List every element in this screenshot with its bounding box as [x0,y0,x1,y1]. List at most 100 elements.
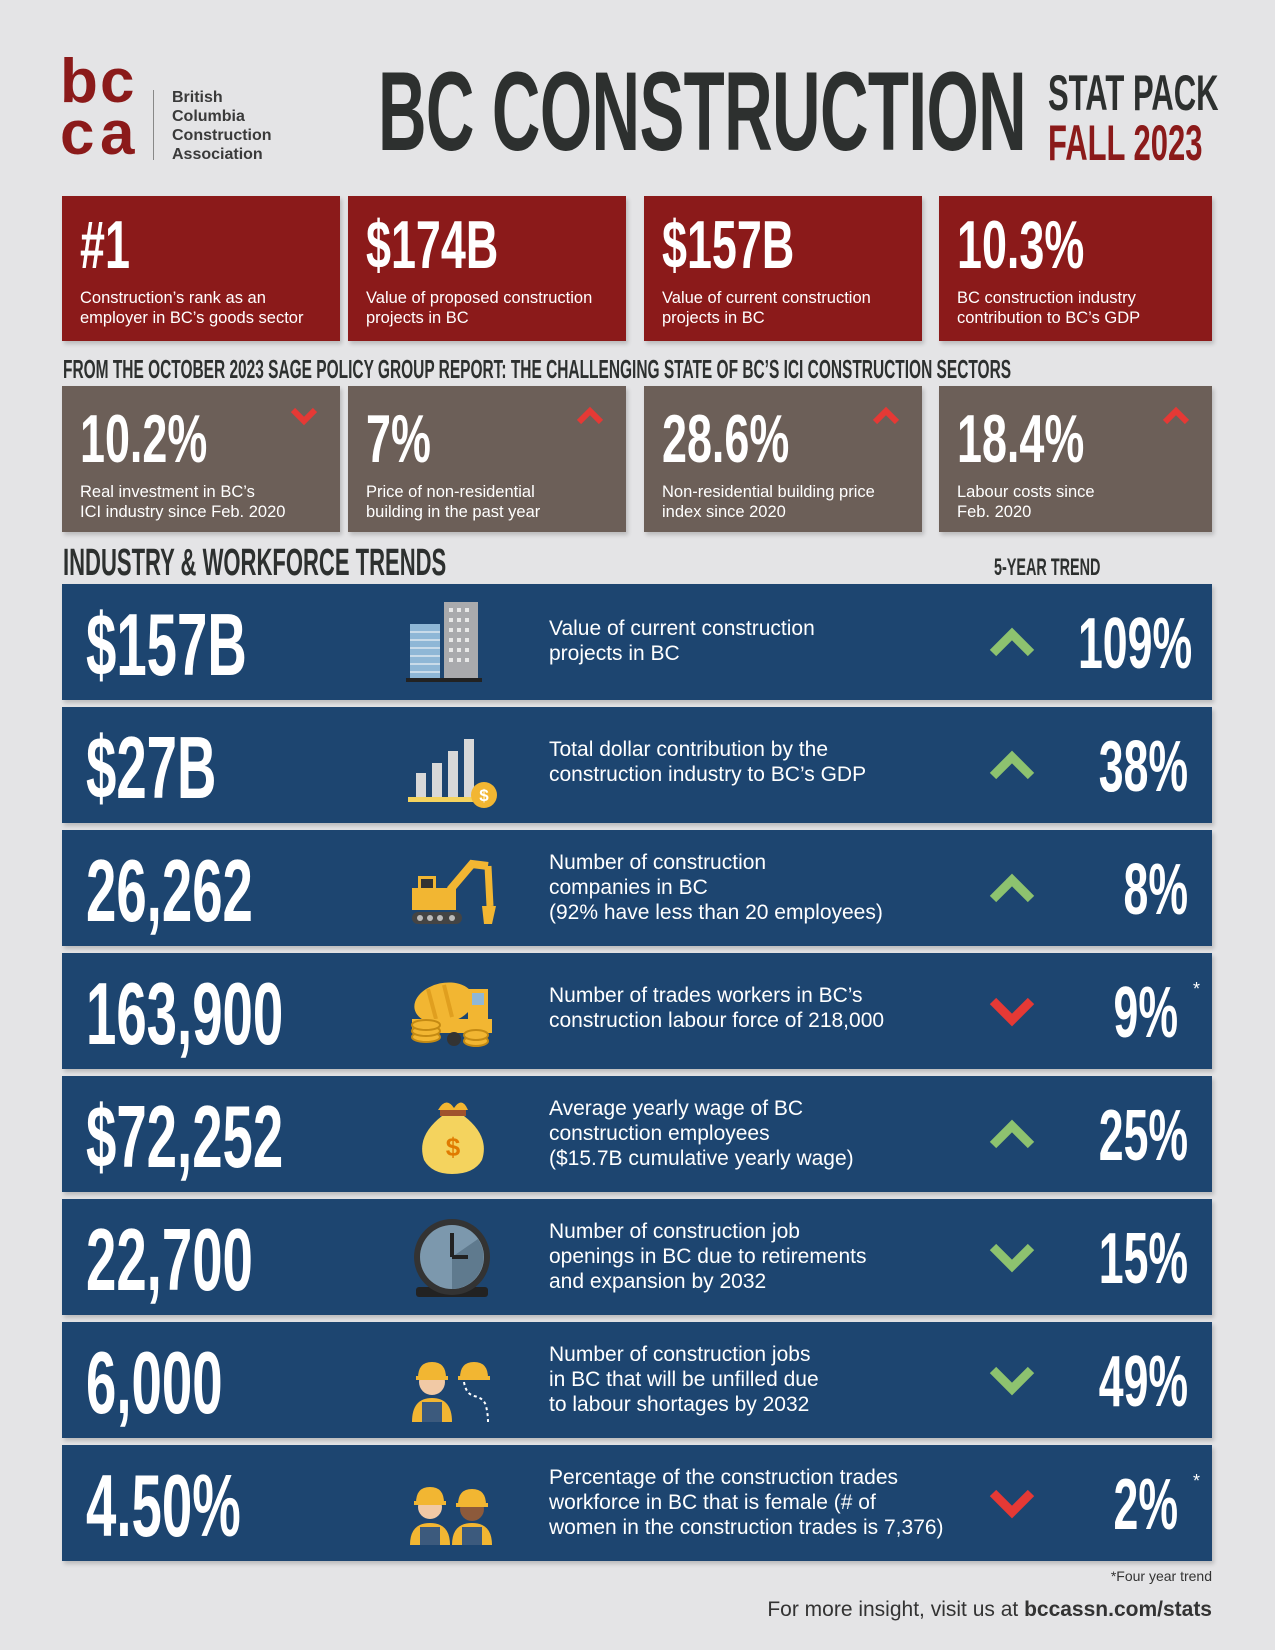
sage-desc: Labour costs since Feb. 2020 [957,482,1207,522]
sage-value: 28.6% [662,401,790,477]
clock-icon [414,1219,490,1297]
sage-desc-line: Price of non-residential [366,483,535,501]
trend-percent: 38% [1098,727,1188,807]
chevron-down-icon [290,407,318,426]
excavator-icon [412,859,496,924]
trend-desc-line: Number of construction [549,851,767,874]
buildings-icon [406,602,482,682]
sage-desc-line: index since 2020 [662,503,786,521]
edition-label: FALL 2023 [1048,115,1203,171]
trend-desc-line: ($15.7B cumulative yearly wage) [549,1147,854,1170]
highlight-card: #1 Construction’s rank as an employer in… [62,196,340,341]
sage-value: 10.2% [80,401,208,477]
trend-desc-line: (92% have less than 20 employees) [549,901,883,924]
trend-percent: 49% [1098,1342,1188,1422]
trend-up-icon [989,750,1035,780]
page-title: BC CONSTRUCTION [378,56,1038,168]
trend-desc: Number of construction job openings in B… [549,1219,969,1294]
footer: For more insight, visit us at bccassn.co… [767,1598,1212,1622]
trend-down-icon [989,1489,1035,1519]
trend-desc-line: and expansion by 2032 [549,1270,767,1293]
trend-column-label-text: 5-YEAR TREND [994,554,1101,581]
footnote: *Four year trend [1110,1568,1212,1584]
logo-line-2: Columbia [172,108,245,125]
trend-desc: Number of trades workers in BC’s constru… [549,983,969,1033]
sage-card: 28.6% Non-residential building price ind… [644,386,922,532]
bag-dollar-sign: $ [446,1132,461,1162]
highlight-value: #1 [80,207,130,283]
sage-card: 7% Price of non-residential building in … [348,386,626,532]
logo-line-3: Construction [172,127,272,144]
sage-desc: Real investment in BC’s ICI industry sin… [80,482,330,522]
trend-row: $157B Value of current construction proj… [62,584,1212,700]
logo-divider [153,90,154,160]
sage-desc-line: Non-residential building price [662,483,875,501]
trend-row: 6,000 Number of construction jobs in BC … [62,1322,1212,1438]
bar-chart-coin-icon: $ [408,739,497,808]
highlight-desc: Construction’s rank as an employer in BC… [80,289,304,327]
logo-letter-c2: c [62,99,94,164]
sage-desc-line: building in the past year [366,503,541,521]
sage-card: 10.2% Real investment in BC’s ICI indust… [62,386,340,532]
trend-up-icon [989,1119,1035,1149]
highlight-desc: BC construction industry contribution to… [957,289,1141,327]
sage-report-heading: FROM THE OCTOBER 2023 SAGE POLICY GROUP … [63,356,1213,382]
sage-card: 18.4% Labour costs since Feb. 2020 [939,386,1212,532]
trend-row: $72,252 $ Average yearly wage of BC cons… [62,1076,1212,1192]
female-workers-icon [410,1487,492,1545]
trend-percent: 25% [1098,1096,1188,1176]
trend-value: 6,000 [86,1333,223,1432]
cement-truck-icon [411,982,492,1047]
sage-desc-line: ICI industry since Feb. 2020 [80,503,286,521]
trend-desc-line: construction industry to BC’s GDP [549,763,867,786]
trend-down-icon [989,1243,1035,1273]
trend-desc-line: construction labour force of 218,000 [549,1009,885,1032]
trend-column-label: 5-YEAR TREND [994,556,1154,580]
trend-desc: Total dollar contribution by the constru… [549,737,969,787]
trend-desc: Number of construction companies in BC (… [549,850,969,925]
trend-desc-line: in BC that will be unfilled due [549,1368,819,1391]
highlight-value: $157B [662,207,795,283]
highlight-value: 10.3% [957,207,1085,283]
trend-percent: 9% [1113,973,1178,1053]
footer-link[interactable]: bccassn.com/stats [1024,1598,1212,1621]
trend-desc-line: Value of current construction [549,617,815,640]
sage-desc: Non-residential building price index sin… [662,482,912,522]
worker-outline-icon [412,1362,490,1423]
highlight-desc: Value of current construction projects i… [662,289,871,327]
highlight-desc: Value of proposed construction projects … [366,289,593,327]
trend-value: 4.50% [86,1456,241,1555]
logo-letter-c: c [100,48,134,116]
trend-value: 26,262 [86,841,253,940]
trend-desc-line: to labour shortages by 2032 [549,1393,810,1416]
trend-row: $27B $ Total dollar contribution by the … [62,707,1212,823]
logo-text: British Columbia Construction Associatio… [172,88,272,164]
trend-down-icon [989,997,1035,1027]
trend-desc-line: women in the construction trades is 7,37… [549,1516,944,1539]
trend-row: 26,262 Number of construction companies … [62,830,1212,946]
trend-value: 22,700 [86,1210,253,1309]
highlight-value: $174B [366,207,499,283]
trend-up-icon [989,873,1035,903]
trend-row: 163,900 Number of trades workers in BC’s… [62,953,1212,1069]
trend-row: 22,700 Number of construction job openin… [62,1199,1212,1315]
trend-desc: Percentage of the construction trades wo… [549,1465,969,1540]
sage-desc-line: Real investment in BC’s [80,483,255,501]
chevron-up-icon [872,406,900,425]
page-subtitle: STAT PACK FALL 2023 [1048,68,1218,168]
logo-line-1: British [172,89,223,106]
sage-desc-line: Labour costs since [957,483,1095,501]
trend-value: $72,252 [86,1087,284,1186]
highlight-card: $174B Value of proposed construction pro… [348,196,626,341]
trend-desc-line: construction employees [549,1122,770,1145]
trends-heading: INDUSTRY & WORKFORCE TRENDS [63,544,663,582]
trend-desc-line: Average yearly wage of BC [549,1097,804,1120]
footer-text: For more insight, visit us at [767,1598,1025,1621]
logo-line-4: Association [172,146,263,163]
trend-percent: 8% [1123,850,1188,930]
highlight-card: $157B Value of current construction proj… [644,196,922,341]
chevron-up-icon [576,406,604,425]
coin-dollar-sign: $ [479,786,489,805]
trend-value: $157B [86,595,247,694]
bcca-logo: b c c a British Columbia Construction As… [62,48,292,164]
